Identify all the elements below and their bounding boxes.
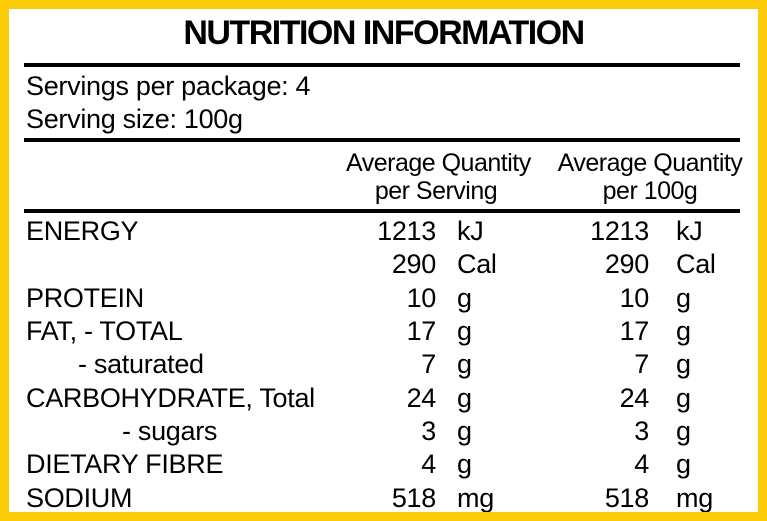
per-serving-value: 7 (421, 349, 436, 380)
per-serving-unit: Cal (457, 249, 497, 280)
per-100g-value: 17 (619, 316, 650, 347)
per-serving-value: 17 (406, 316, 437, 347)
nutrient-label: - sugars (122, 415, 218, 446)
nutrient-label: - saturated (78, 349, 204, 380)
panel-header: NUTRITION INFORMATION (9, 9, 758, 63)
table-row: - sugars 3 g 3 g (9, 415, 758, 448)
per-100g-unit: g (676, 449, 691, 480)
per-serving-unit: g (457, 415, 472, 446)
table-row: FAT, - TOTAL 17 g 17 g (9, 315, 758, 348)
divider-under-column-headers (24, 209, 740, 213)
per-100g-unit: g (676, 316, 691, 347)
nutrition-table-body: ENERGY 1213 kJ 1213 kJ 290 Cal 290 Cal P… (9, 213, 758, 513)
divider-under-title (24, 63, 740, 67)
per-serving-value: 24 (406, 382, 437, 413)
per-100g-value: 290 (604, 249, 649, 280)
page-title: NUTRITION INFORMATION (183, 13, 585, 52)
table-row: DIETARY FIBRE 4 g 4 g (9, 448, 758, 481)
per-100g-unit: Cal (676, 249, 716, 280)
per-100g-value: 4 (634, 449, 649, 480)
per-100g-unit: kJ (676, 216, 703, 247)
table-column-headers: Average Quantity per Serving Average Qua… (9, 142, 758, 209)
nutrient-label: DIETARY FIBRE (26, 449, 224, 480)
per-serving-value: 1213 (377, 216, 436, 247)
nutrient-label: CARBOHYDRATE, Total (26, 382, 315, 413)
per-serving-header-line2: per Serving (374, 176, 498, 205)
per-serving-value: 3 (421, 415, 436, 446)
per-100g-value: 3 (634, 415, 649, 446)
per-serving-unit: g (457, 316, 472, 347)
per-100g-header-line1: Average Quantity (557, 148, 743, 177)
per-100g-header-line2: per 100g (602, 176, 698, 205)
per-serving-unit: mg (457, 482, 494, 513)
per-serving-value: 518 (391, 482, 436, 513)
per-100g-unit: g (676, 415, 691, 446)
per-100g-value: 518 (604, 482, 649, 513)
table-row: ENERGY 1213 kJ 1213 kJ (9, 215, 758, 248)
per-serving-value: 4 (421, 449, 436, 480)
nutrient-label: FAT, - TOTAL (26, 316, 183, 347)
per-100g-value: 7 (634, 349, 649, 380)
serving-info: Servings per package: 4 Serving size: 10… (9, 67, 758, 138)
divider-under-serving-info (24, 138, 740, 142)
per-serving-column-header: Average Quantity per Serving (346, 148, 531, 205)
table-row: 290 Cal 290 Cal (9, 248, 758, 281)
per-100g-value: 10 (619, 282, 650, 313)
per-serving-unit: g (457, 349, 472, 380)
nutrient-label: PROTEIN (26, 282, 144, 313)
per-serving-unit: g (457, 449, 472, 480)
per-100g-unit: g (676, 282, 691, 313)
table-row: SODIUM 518 mg 518 mg (9, 481, 758, 513)
per-serving-value: 10 (406, 282, 437, 313)
per-serving-value: 290 (391, 249, 436, 280)
per-100g-unit: g (676, 349, 691, 380)
table-row: CARBOHYDRATE, Total 24 g 24 g (9, 381, 758, 414)
per-serving-unit: kJ (457, 216, 484, 247)
table-row: PROTEIN 10 g 10 g (9, 282, 758, 315)
per-100g-value: 1213 (590, 216, 649, 247)
nutrient-label: SODIUM (26, 482, 133, 513)
per-100g-unit: g (676, 382, 691, 413)
per-serving-unit: g (457, 382, 472, 413)
nutrient-label: ENERGY (26, 216, 139, 247)
per-serving-header-line1: Average Quantity (346, 148, 531, 177)
servings-per-package-text: Servings per package: 4 (26, 71, 311, 101)
per-100g-unit: mg (676, 482, 713, 513)
serving-size-text: Serving size: 100g (26, 104, 243, 134)
per-100g-column-header: Average Quantity per 100g (526, 149, 758, 205)
per-serving-unit: g (457, 282, 472, 313)
per-100g-value: 24 (619, 382, 650, 413)
table-row: - saturated 7 g 7 g (9, 348, 758, 381)
